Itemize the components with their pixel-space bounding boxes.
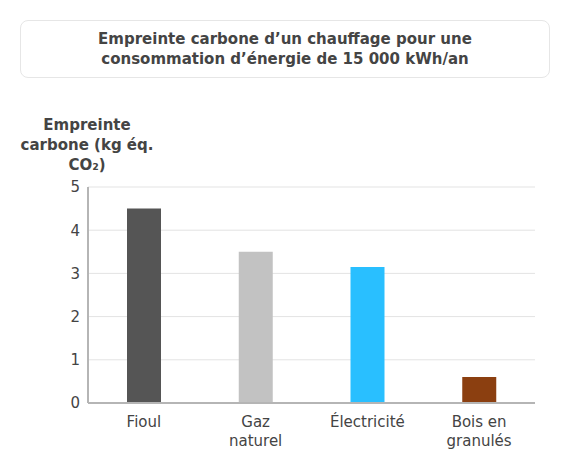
svg-text:Bois engranulés: Bois engranulés [447, 413, 512, 450]
svg-text:3: 3 [70, 265, 80, 283]
svg-text:4: 4 [70, 222, 80, 240]
svg-text:Gaznaturel: Gaznaturel [229, 413, 282, 450]
html-text:Empreinte carbone d’un chauffa: Empreinte carbone d’un chauffage pour un… [98, 30, 472, 68]
svg-text:0: 0 [70, 394, 80, 412]
svg-text:1: 1 [70, 351, 80, 369]
svg-text:Fioul: Fioul [127, 413, 162, 431]
svg-text:2: 2 [70, 308, 80, 326]
svg-text:Électricité: Électricité [330, 412, 405, 431]
svg-text:5: 5 [70, 178, 80, 196]
html-text:Empreinte carbone (kg éq. CO₂): Empreinte carbone (kg éq. CO₂) [20, 116, 154, 174]
